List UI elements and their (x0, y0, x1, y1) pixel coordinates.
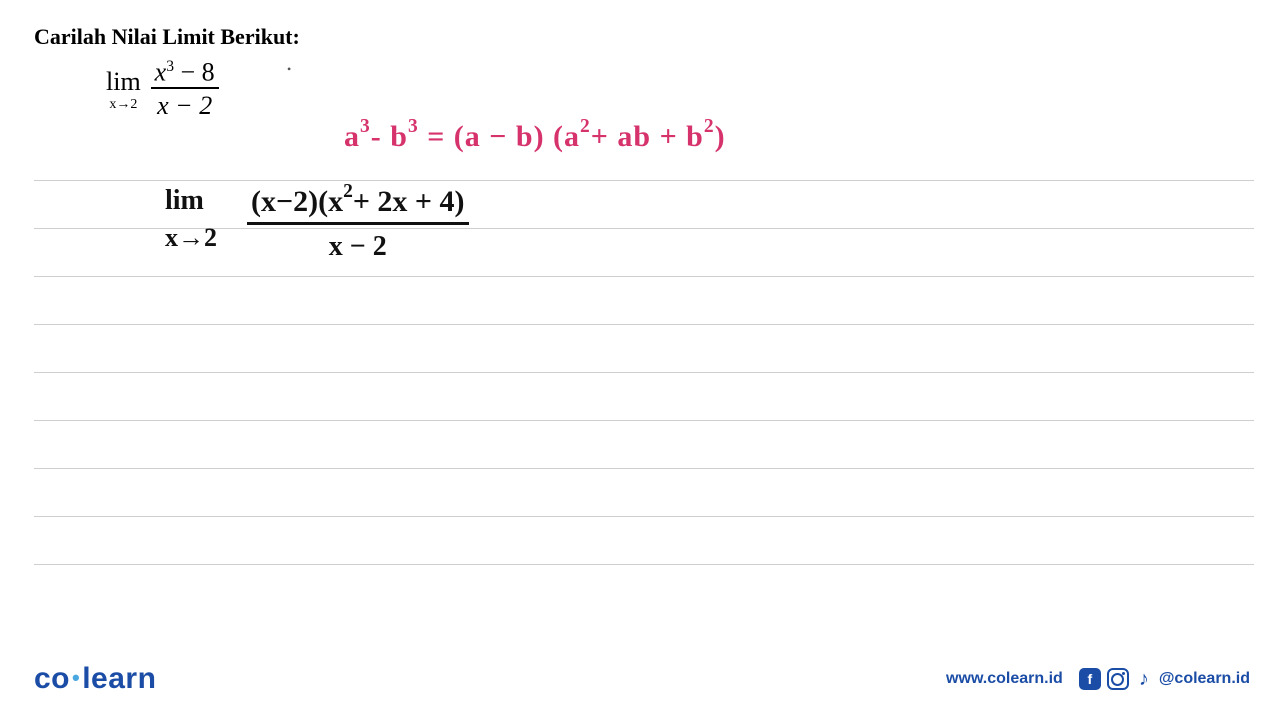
formula-rhs-exp1: 2 (580, 116, 591, 137)
formula-rhs-exp2: 2 (704, 116, 715, 137)
stray-dot: • (287, 62, 291, 77)
rule-line (34, 468, 1254, 469)
colearn-logo: co•learn (34, 662, 156, 696)
social-handle[interactable]: @colearn.id (1159, 670, 1250, 688)
logo-co: co (34, 662, 70, 695)
rule-line (34, 324, 1254, 325)
step-num-exp: 2 (343, 181, 353, 202)
facebook-icon[interactable]: f (1079, 668, 1101, 690)
footer: co•learn www.colearn.id f ♪ @colearn.id (34, 662, 1250, 696)
lim-label: lim (106, 69, 141, 95)
formula-rhs1: (a − b) (a (454, 120, 580, 153)
num-rest: − 8 (174, 58, 215, 87)
rule-line (34, 564, 1254, 565)
step-num-p2: + 2x + 4) (353, 185, 465, 218)
step-denominator: x − 2 (329, 225, 387, 263)
logo-dot-icon: • (72, 665, 80, 690)
question-title: Carilah Nilai Limit Berikut: (34, 24, 1246, 50)
limit-operator: lim x→2 (106, 69, 141, 113)
step-lim-sub: x→2 (165, 223, 217, 253)
step-lim: lim x→2 (165, 186, 217, 253)
rule-line (34, 276, 1254, 277)
formula-rhs-end: ) (715, 120, 726, 153)
lim-sub: x→2 (109, 97, 137, 113)
num-base: x (155, 58, 167, 87)
rule-line (34, 516, 1254, 517)
rule-line (34, 420, 1254, 421)
factored-step: lim x→2 (x−2)(x2+ 2x + 4) x − 2 (165, 186, 469, 263)
fraction-denominator: x − 2 (153, 89, 216, 123)
footer-right: www.colearn.id f ♪ @colearn.id (946, 668, 1250, 690)
limit-expression: lim x→2 x3 − 8 x − 2 (106, 58, 1246, 123)
logo-learn: learn (82, 662, 156, 695)
formula-eq: = (419, 120, 454, 153)
instagram-icon[interactable] (1107, 668, 1129, 690)
den-text: x − 2 (157, 91, 212, 120)
limit-fraction: x3 − 8 x − 2 (151, 58, 219, 123)
formula-rhs-mid: + ab + b (591, 120, 704, 153)
rule-line (34, 180, 1254, 181)
social-icons: f ♪ @colearn.id (1079, 668, 1250, 690)
formula-minus-b: - b (371, 120, 408, 153)
formula-exp2: 3 (408, 116, 419, 137)
fraction-numerator: x3 − 8 (151, 58, 219, 89)
step-fraction: (x−2)(x2+ 2x + 4) x − 2 (247, 186, 469, 263)
formula-a: a (344, 120, 360, 153)
step-num-p1: (x−2)(x (251, 185, 343, 218)
formula-exp1: 3 (360, 116, 371, 137)
tiktok-icon[interactable]: ♪ (1135, 668, 1153, 690)
website-link[interactable]: www.colearn.id (946, 670, 1063, 688)
num-exp: 3 (166, 58, 174, 75)
rule-line (34, 372, 1254, 373)
cube-difference-formula: a3- b3 = (a − b) (a2+ ab + b2) (344, 120, 726, 154)
step-numerator: (x−2)(x2+ 2x + 4) (247, 186, 469, 225)
step-lim-label: lim (165, 186, 217, 217)
